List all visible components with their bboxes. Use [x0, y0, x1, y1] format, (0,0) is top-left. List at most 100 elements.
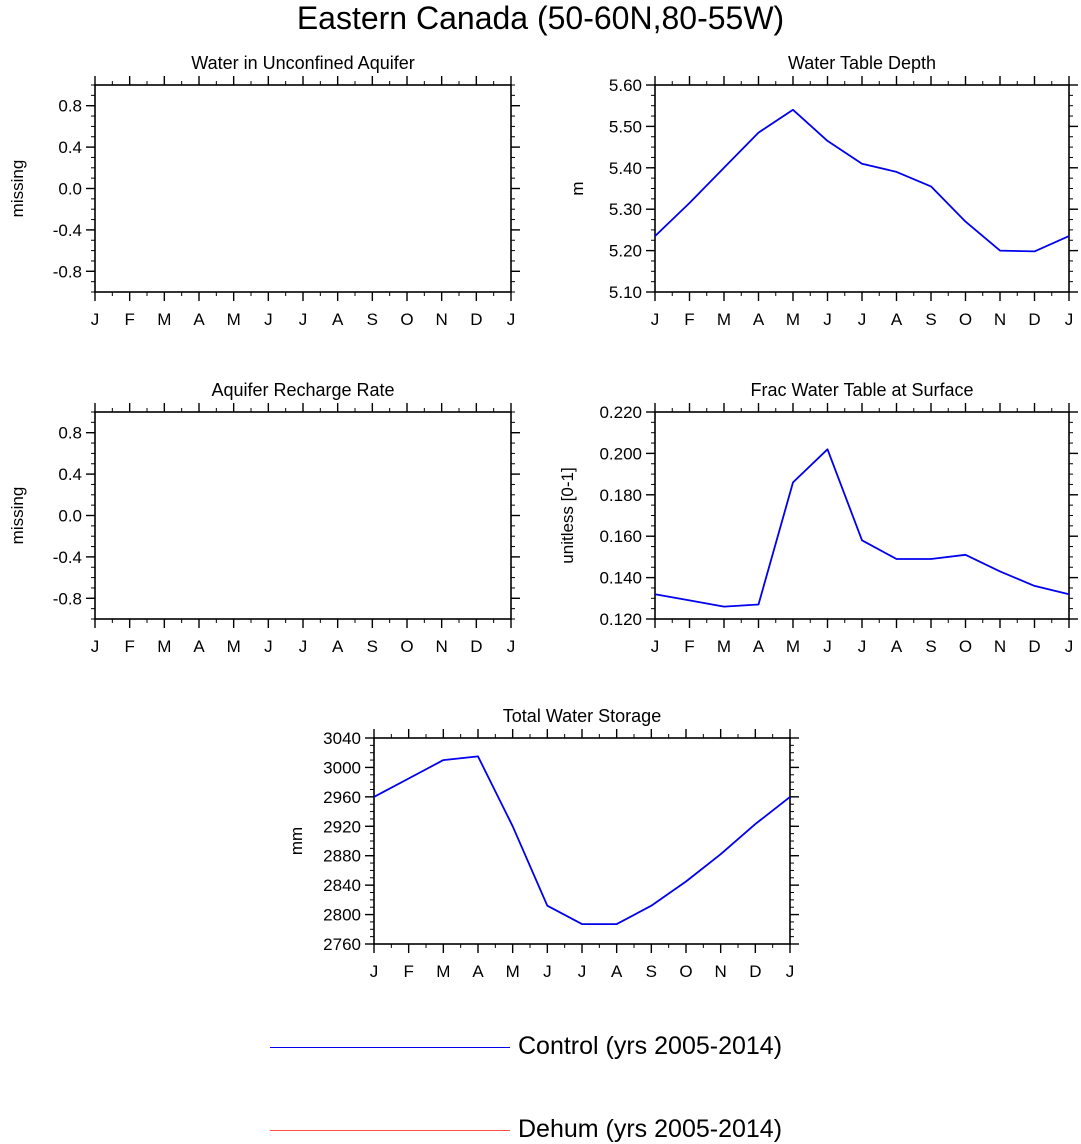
plot-frame: [373, 737, 791, 945]
y-tick-label: 0.0: [58, 180, 82, 199]
x-tick-label: J: [578, 962, 587, 981]
y-tick-label: 2880: [323, 847, 361, 866]
x-tick-label: F: [124, 310, 134, 329]
x-tick-label: A: [611, 962, 623, 981]
chart-title: Aquifer Recharge Rate: [211, 380, 394, 400]
x-tick-label: A: [753, 637, 765, 656]
y-tick-label: -0.4: [53, 548, 82, 567]
y-tick-label: 3000: [323, 758, 361, 777]
y-tick-label: 2760: [323, 935, 361, 954]
legend-line-dehum: [270, 1130, 510, 1131]
x-tick-label: J: [264, 310, 273, 329]
x-tick-label: A: [193, 310, 205, 329]
x-tick-label: A: [891, 637, 903, 656]
x-tick-label: J: [299, 310, 308, 329]
y-tick-label: 0.180: [599, 486, 642, 505]
x-tick-label: A: [332, 310, 344, 329]
plot-frame: [94, 411, 512, 620]
chart-panel-2: Water Table Depth J F M A M J J A S O N D J 5.60 5.50 5.…: [568, 53, 1078, 329]
x-tick-label: M: [786, 637, 800, 656]
y-axis-label: missing: [8, 487, 27, 545]
x-tick-label: O: [400, 310, 413, 329]
x-tick-label: O: [400, 637, 413, 656]
x-tick-label: J: [823, 310, 832, 329]
chart-panel-3: Aquifer Recharge Rate J F M A M J J A S O N D J 0.8 0.4…: [8, 380, 520, 656]
y-axis-label: missing: [8, 160, 27, 218]
x-tick-label: A: [193, 637, 205, 656]
y-tick-label: -0.4: [53, 221, 82, 240]
x-tick-label: M: [436, 962, 450, 981]
chart-panel-5: Total Water Storage J F M A M J J A S O N D J 3040 3000…: [287, 706, 799, 981]
x-tick-label: M: [227, 637, 241, 656]
y-tick-label: 3040: [323, 729, 361, 748]
figure-title: Eastern Canada (50-60N,80-55W): [296, 0, 785, 36]
chart-panel-1: Water in Unconfined Aquifer J F M A M J J A S O N D J…: [8, 53, 520, 329]
y-tick-label: 2960: [323, 788, 361, 807]
x-tick-label: J: [91, 637, 100, 656]
y-tick-label: 5.50: [609, 117, 642, 136]
x-tick-label: D: [1028, 637, 1040, 656]
x-tick-label: M: [717, 310, 731, 329]
x-tick-label: J: [91, 310, 100, 329]
series-line-control: [654, 448, 1070, 608]
y-tick-label: 2800: [323, 906, 361, 925]
y-tick-label: 0.220: [599, 403, 642, 422]
series-line-control: [654, 108, 1070, 253]
x-tick-label: A: [891, 310, 903, 329]
x-tick-label: N: [436, 310, 448, 329]
y-tick-label: -0.8: [53, 262, 82, 281]
chart-title: Water in Unconfined Aquifer: [191, 53, 414, 73]
x-tick-label: D: [470, 637, 482, 656]
x-tick-label: N: [994, 310, 1006, 329]
legend-label-dehum: Dehum (yrs 2005-2014): [518, 1115, 783, 1143]
y-axis-label: m: [568, 181, 587, 195]
x-tick-label: J: [507, 310, 516, 329]
x-tick-label: J: [1065, 637, 1074, 656]
y-tick-label: 2920: [323, 817, 361, 836]
plot-frame: [94, 84, 512, 293]
y-tick-label: 0.140: [599, 569, 642, 588]
y-tick-label: 0.4: [58, 138, 82, 157]
x-tick-label: O: [959, 310, 972, 329]
x-tick-label: A: [472, 962, 484, 981]
x-tick-label: N: [715, 962, 727, 981]
y-tick-label: -0.8: [53, 589, 82, 608]
y-tick-label: 5.40: [609, 159, 642, 178]
x-tick-label: N: [994, 637, 1006, 656]
x-tick-label: D: [470, 310, 482, 329]
x-tick-label: A: [753, 310, 765, 329]
y-tick-label: 0.160: [599, 527, 642, 546]
legend-label-control: Control (yrs 2005-2014): [518, 1032, 783, 1060]
y-axis-label: mm: [287, 827, 306, 855]
y-tick-label: 0.4: [58, 465, 82, 484]
x-tick-label: J: [1065, 310, 1074, 329]
y-tick-label: 0.0: [58, 507, 82, 526]
y-tick-label: 5.20: [609, 242, 642, 261]
x-tick-label: A: [332, 637, 344, 656]
x-tick-label: M: [506, 962, 520, 981]
x-tick-label: J: [823, 637, 832, 656]
x-tick-label: S: [925, 310, 936, 329]
x-tick-label: N: [436, 637, 448, 656]
chart-panel-4: Frac Water Table at Surface J F M A M J J A S O N D J…: [558, 380, 1078, 656]
x-tick-label: O: [679, 962, 692, 981]
x-tick-label: D: [1028, 310, 1040, 329]
series-line-control: [373, 755, 791, 925]
x-tick-label: O: [959, 637, 972, 656]
y-tick-label: 0.200: [599, 444, 642, 463]
x-tick-label: M: [717, 637, 731, 656]
x-tick-label: J: [858, 310, 867, 329]
x-tick-label: S: [367, 310, 378, 329]
x-tick-label: J: [858, 637, 867, 656]
x-tick-label: J: [299, 637, 308, 656]
x-tick-label: J: [264, 637, 273, 656]
x-tick-label: M: [157, 637, 171, 656]
y-tick-label: 5.60: [609, 76, 642, 95]
x-tick-label: F: [403, 962, 413, 981]
x-tick-label: F: [684, 637, 694, 656]
x-tick-label: M: [227, 310, 241, 329]
x-tick-label: J: [370, 962, 379, 981]
x-tick-label: D: [749, 962, 761, 981]
chart-title: Total Water Storage: [503, 706, 661, 726]
